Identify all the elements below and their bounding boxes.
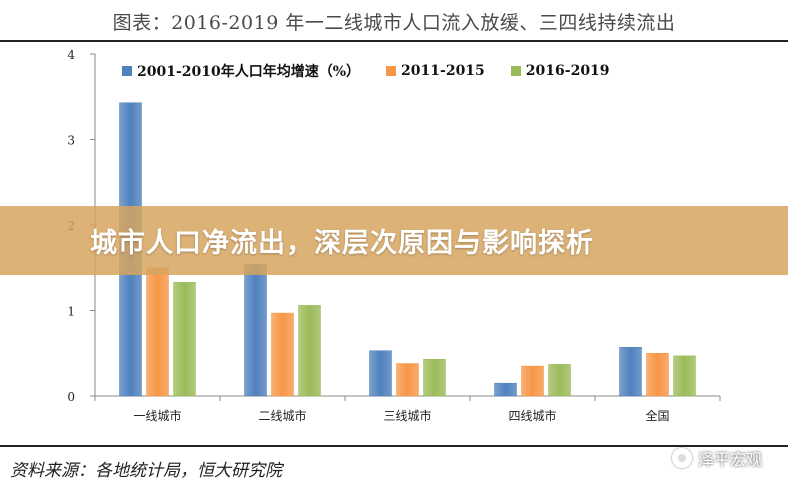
bar-series1-4 bbox=[619, 347, 642, 397]
watermark-text: 泽平宏观 bbox=[697, 450, 762, 469]
legend-label-series1: 2001-2010年人口年均增速（%） bbox=[137, 64, 361, 80]
source-note: 资料来源：各地统计局，恒大研究院 bbox=[10, 461, 282, 481]
bar-series3-2 bbox=[423, 358, 446, 397]
watermark: 泽平宏观 bbox=[671, 446, 762, 470]
x-tick-label: 三线城市 bbox=[383, 408, 431, 423]
legend-swatch-series2 bbox=[386, 66, 397, 76]
bar-series2-4 bbox=[646, 353, 669, 397]
x-tick-label: 二线城市 bbox=[258, 408, 306, 423]
title-divider bbox=[0, 40, 788, 42]
legend-label-series3: 2016-2019 bbox=[525, 63, 610, 79]
footer-divider bbox=[0, 445, 788, 447]
y-tick-label: 3 bbox=[67, 134, 75, 148]
legend-label-series2: 2011-2015 bbox=[401, 63, 485, 79]
bar-series3-1 bbox=[298, 305, 321, 397]
bar-series3-4 bbox=[673, 355, 696, 397]
y-tick-label: 1 bbox=[67, 305, 75, 319]
bar-series2-2 bbox=[396, 363, 419, 397]
x-tick-label: 四线城市 bbox=[508, 408, 556, 423]
bar-series1-1 bbox=[244, 264, 267, 397]
y-tick-label: 0 bbox=[67, 390, 75, 404]
bar-series2-1 bbox=[271, 312, 294, 397]
bar-series2-0 bbox=[146, 267, 169, 397]
legend-item-series3: 2016-2019 bbox=[510, 63, 610, 79]
y-tick-label: 4 bbox=[67, 48, 75, 62]
legend-item-series1: 2001-2010年人口年均增速（%） bbox=[122, 61, 360, 81]
page-title: 图表：2016-2019 年一二线城市人口流入放缓、三四线持续流出 bbox=[112, 12, 676, 34]
bar-series2-3 bbox=[521, 365, 544, 397]
bar-series3-3 bbox=[548, 364, 571, 397]
banner-text: 城市人口净流出，深层次原因与影响探析 bbox=[90, 228, 594, 259]
headline-banner: 城市人口净流出，深层次原因与影响探析 bbox=[0, 206, 788, 275]
bar-series3-0 bbox=[173, 282, 196, 397]
chart-legend: 2001-2010年人口年均增速（%） 2011-2015 2016-2019 bbox=[122, 61, 636, 81]
legend-swatch-series1 bbox=[122, 66, 132, 76]
legend-item-series2: 2011-2015 bbox=[386, 63, 485, 79]
wechat-icon bbox=[671, 448, 692, 468]
legend-swatch-series3 bbox=[510, 66, 521, 76]
bar-series1-3 bbox=[494, 382, 517, 397]
x-tick-label: 全国 bbox=[645, 408, 669, 423]
x-tick-label: 一线城市 bbox=[133, 408, 181, 423]
bar-series1-2 bbox=[369, 350, 392, 397]
